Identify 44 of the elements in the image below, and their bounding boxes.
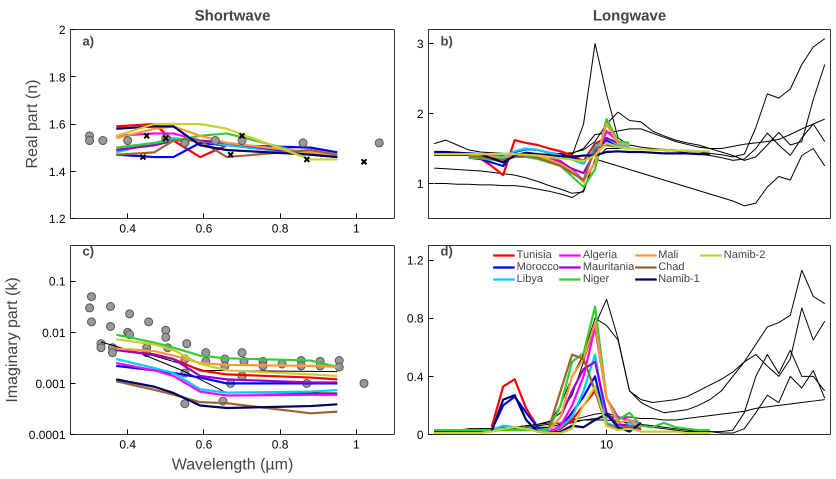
legend-label: Mali [658,249,678,261]
x-tick-label: 0.6 [196,222,213,236]
x-tick-label: 0.8 [272,438,289,452]
y-tick-label: 0.01 [42,326,66,340]
x-tick-label: 1 [353,438,360,452]
x-tick-label: 0.4 [119,438,136,452]
y-tick-label: 2 [416,107,424,121]
legend-label: Tunisia [516,249,552,261]
legend-label: Libya [516,273,543,285]
legend-label: Namib-1 [658,273,700,285]
y-tick-label: 0.001 [35,376,66,391]
y-tick-label: 1.6 [48,118,66,132]
y-tick-label: 0.8 [406,312,424,326]
x-tick-label: 1 [353,222,360,236]
legend-label: Algeria [582,249,618,261]
chart-title: Shortwave [194,8,270,24]
y-axis-title: Real part (n) [24,80,41,168]
legend-label: Niger [582,273,610,285]
x-tick-label: 10 [600,438,614,452]
y-axis-title: Imaginary part (k) [4,277,21,403]
y-tick-label: 1 [416,177,424,191]
legend-label: Namib-2 [724,249,766,261]
x-tick-label: 0.4 [119,222,136,236]
legend-label: Mauritania [582,261,634,273]
y-tick-label: 0 [416,428,424,442]
annotation: a) [82,34,94,48]
annotation: c) [82,244,94,258]
x-tick-label: 0.6 [196,438,213,452]
x-axis-title: Wavelength (µm) [172,456,294,474]
y-tick-label: 1.2 [406,254,424,268]
legend-label: Morocco [516,261,559,273]
annotation: d) [440,244,453,258]
annotation: b) [440,34,453,48]
y-tick-label: 3 [416,37,424,51]
y-tick-label: 0.4 [406,370,424,384]
x-tick-label: 0.8 [272,222,289,236]
chart-title: Longwave [592,8,666,24]
y-tick-label: 2 [58,23,66,37]
y-tick-label: 1.8 [48,70,66,84]
y-tick-label: 1.4 [48,164,66,179]
y-tick-label: 1.2 [48,212,66,226]
y-tick-label: 0.0001 [28,428,66,442]
legend-label: Chad [658,261,684,273]
y-tick-label: 0.1 [48,274,66,289]
